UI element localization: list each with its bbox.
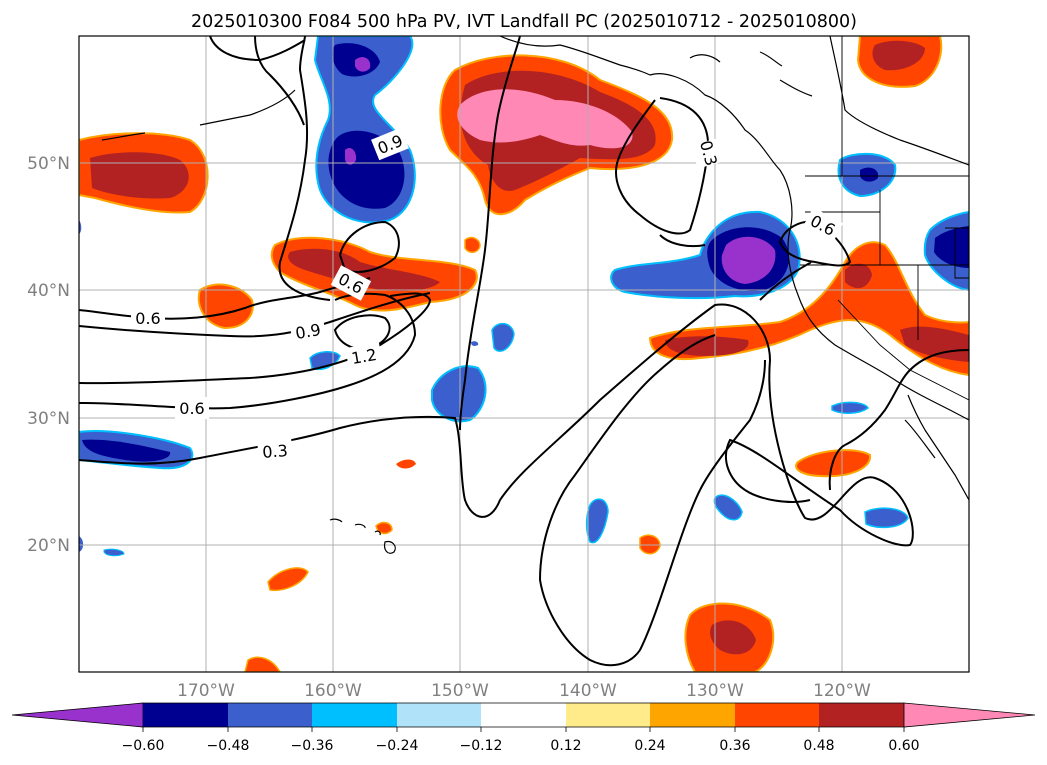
lon-label: 150°W xyxy=(431,681,489,701)
political-borders xyxy=(800,36,969,401)
longitude-labels: 170°W 160°W 150°W 140°W 130°W 120°W xyxy=(177,681,871,701)
colorbar-extend-max xyxy=(903,702,1036,728)
lon-label: 160°W xyxy=(304,681,362,701)
contour-label: 0.9 xyxy=(294,320,322,343)
lon-label: 120°W xyxy=(813,681,871,701)
map-panel: 0.9 0.3 0.6 0.6 0.6 0.9 1.2 0.6 0.3 xyxy=(78,35,970,673)
contour-label: 0.6 xyxy=(135,309,160,328)
map-frame xyxy=(78,35,970,673)
contour-label: 0.6 xyxy=(179,399,204,418)
lat-label: 20°N xyxy=(27,536,70,556)
colorbar-tick-label: 0.48 xyxy=(803,738,834,754)
colorbar-bin xyxy=(228,703,312,727)
lat-label: 40°N xyxy=(27,281,70,301)
lat-label: 30°N xyxy=(27,409,70,429)
latitude-labels: 50°N 40°N 30°N 20°N xyxy=(27,154,70,556)
colorbar-tick-label: −0.36 xyxy=(291,738,334,754)
contour-label: 1.2 xyxy=(350,345,378,368)
colorbar: −0.60 −0.48 −0.36 −0.24 −0.12 0.12 0.24 … xyxy=(11,702,1036,754)
colorbar-tick-label: −0.48 xyxy=(207,738,250,754)
colorbar-bin xyxy=(143,703,228,727)
lat-label: 50°N xyxy=(27,154,70,174)
colorbar-tick-label: −0.60 xyxy=(122,738,165,754)
lon-label: 140°W xyxy=(559,681,617,701)
colorbar-tick-label: 0.36 xyxy=(719,738,750,754)
contours xyxy=(79,36,969,667)
lon-label: 130°W xyxy=(686,681,744,701)
positive-anomaly-fields xyxy=(79,36,969,672)
lon-label: 170°W xyxy=(177,681,235,701)
colorbar-extend-min xyxy=(11,702,144,728)
colorbar-bin xyxy=(397,703,481,727)
colorbar-tick-label: 0.60 xyxy=(888,738,919,754)
colorbar-bin xyxy=(735,703,819,727)
colorbar-bin xyxy=(819,703,904,727)
colorbar-bin xyxy=(481,703,566,727)
gridlines xyxy=(79,36,969,672)
colorbar-tick-label: 0.24 xyxy=(634,738,665,754)
colorbar-bin xyxy=(566,703,650,727)
map-title: 2025010300 F084 500 hPa PV, IVT Landfall… xyxy=(191,12,857,32)
coastlines xyxy=(101,36,969,554)
colorbar-tick-label: −0.12 xyxy=(460,738,503,754)
colorbar-tick-label: −0.24 xyxy=(376,738,419,754)
colorbar-bin xyxy=(650,703,735,727)
colorbar-tick-label: 0.12 xyxy=(550,738,581,754)
colorbar-bin xyxy=(312,703,397,727)
contour-label: 0.3 xyxy=(262,441,289,462)
